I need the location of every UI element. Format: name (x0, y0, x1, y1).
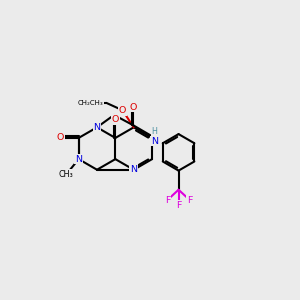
Text: CH₂CH₃: CH₂CH₃ (77, 100, 103, 106)
Text: H: H (152, 127, 158, 136)
Text: O: O (130, 103, 137, 112)
Text: F: F (187, 196, 192, 205)
Text: N: N (94, 123, 100, 132)
Text: O: O (112, 115, 119, 124)
Text: CH₃: CH₃ (59, 170, 74, 179)
Text: F: F (176, 201, 181, 210)
Text: N: N (75, 154, 82, 164)
Text: O: O (119, 106, 126, 115)
Text: O: O (57, 134, 64, 142)
Text: N: N (130, 165, 137, 174)
Text: N: N (151, 137, 158, 146)
Text: F: F (165, 196, 170, 205)
